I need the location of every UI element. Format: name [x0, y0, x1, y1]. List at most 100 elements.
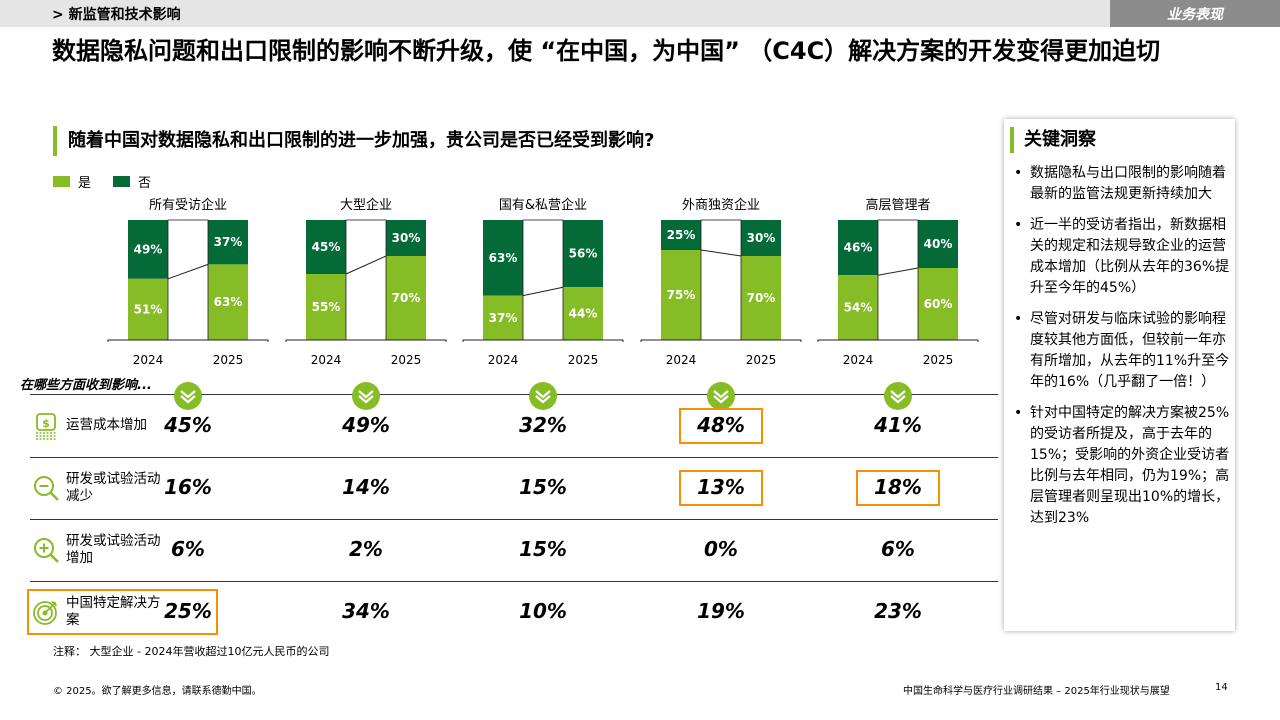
x-tick-label: 2025 — [746, 353, 777, 367]
chevron-down-icon — [883, 381, 913, 411]
bar-segment-no — [483, 220, 523, 296]
impact-row-label: 研发或试验活动减少 — [66, 471, 161, 504]
data-label-no: 25% — [667, 228, 696, 242]
bar-segment-yes — [661, 250, 701, 340]
data-label-yes: 75% — [667, 288, 696, 302]
impact-value: 34% — [342, 599, 390, 623]
bar-segment-no — [563, 220, 603, 288]
impact-value: 14% — [342, 475, 390, 499]
chevron-down-icon — [528, 381, 558, 411]
data-label-yes: 37% — [489, 311, 518, 325]
impact-value: 25% — [164, 599, 212, 623]
insight-item: 针对中国特定的解决方案被25%的受访者所提及，高于去年的15%；受影响的外资企业… — [1012, 403, 1234, 529]
bar-connector-box — [167, 219, 209, 341]
data-label-yes: 44% — [569, 307, 598, 321]
x-axis-bracket — [640, 339, 802, 342]
data-label-no: 30% — [747, 231, 776, 245]
legend-swatch-yes — [53, 176, 70, 187]
chart-group-title: 高层管理者 — [865, 197, 930, 213]
x-tick-label: 2025 — [923, 353, 954, 367]
row-divider — [30, 394, 998, 395]
x-tick-label: 2024 — [666, 353, 697, 367]
impact-value: 32% — [519, 413, 567, 437]
row-divider — [30, 519, 998, 520]
bar-segment-no — [838, 220, 878, 276]
bar-segment-yes — [918, 268, 958, 340]
impact-value: 15% — [519, 475, 567, 499]
bar-segment-no — [386, 220, 426, 256]
bar-segment-yes — [563, 287, 603, 340]
impact-value: 48% — [697, 413, 745, 437]
x-tick-label: 2025 — [391, 353, 422, 367]
bar-connector-box — [345, 219, 387, 341]
data-label-yes: 60% — [924, 297, 953, 311]
chart-group-title: 国有&私营企业 — [499, 197, 587, 213]
money-stack-icon: $ — [32, 412, 60, 440]
data-label-yes: 51% — [134, 302, 163, 316]
bar-segment-no — [128, 220, 168, 279]
x-tick-label: 2024 — [133, 353, 164, 367]
bar-segment-yes — [838, 275, 878, 340]
data-label-no: 63% — [489, 251, 518, 265]
trend-connector-line — [700, 249, 742, 257]
insight-item: 近一半的受访者指出，新数据相关的规定和法规导致企业的运营成本增加（比例从去年的3… — [1012, 215, 1234, 299]
bar-segment-yes — [483, 295, 523, 340]
data-label-yes: 54% — [844, 301, 873, 315]
bar-connector-box — [700, 219, 742, 341]
impact-value: 13% — [697, 475, 745, 499]
impact-row-label: 中国特定解决方案 — [66, 595, 161, 628]
impact-value: 16% — [164, 475, 212, 499]
x-axis-bracket — [285, 339, 447, 342]
bar-segment-no — [208, 220, 248, 265]
row-divider — [30, 581, 998, 582]
impact-row-label: 运营成本增加 — [66, 417, 147, 433]
impact-value: 41% — [874, 413, 922, 437]
trend-connector-line — [345, 255, 387, 275]
data-label-yes: 63% — [214, 295, 243, 309]
bar-segment-yes — [208, 264, 248, 340]
footnote: 注释： 大型企业 - 2024年营收超过10亿元人民币的公司 — [53, 645, 330, 658]
impact-value: 15% — [519, 537, 567, 561]
x-axis-bracket — [107, 339, 269, 342]
insight-item: 数据隐私与出口限制的影响随着最新的监管法规更新持续加大 — [1012, 163, 1234, 205]
data-label-yes: 55% — [312, 300, 341, 314]
legend-swatch-no — [113, 176, 131, 187]
impact-section-title: 在哪些方面收到影响... — [20, 378, 152, 393]
data-label-no: 30% — [392, 231, 421, 245]
impact-value: 10% — [519, 599, 567, 623]
legend-label-no: 否 — [138, 176, 152, 191]
impact-value: 18% — [874, 475, 922, 499]
chevron-down-icon — [173, 381, 203, 411]
bar-connector-box — [877, 219, 919, 341]
key-insights-list: 数据隐私与出口限制的影响随着最新的监管法规更新持续加大 近一半的受访者指出，新数… — [1012, 163, 1234, 539]
x-tick-label: 2025 — [568, 353, 599, 367]
data-label-no: 46% — [844, 241, 873, 255]
impact-value: 49% — [342, 413, 390, 437]
impact-value: 45% — [164, 413, 212, 437]
page-title: 数据隐私问题和出口限制的影响不断升级，使 “在中国，为中国” （C4C）解决方案… — [52, 37, 1161, 65]
bar-segment-no — [741, 220, 781, 256]
stacked-bar-charts: 所有受访企业 49% 51% 2024 37% 63% 2025 大型企业 45% 55% 2024… — [107, 197, 979, 367]
magnifier-plus-icon — [32, 536, 60, 564]
trend-connector-line — [877, 267, 919, 276]
impact-value: 2% — [349, 537, 383, 561]
highlight-box — [27, 589, 218, 635]
survey-question: 随着中国对数据隐私和出口限制的进一步加强，贵公司是否已经受到影响? — [53, 126, 654, 156]
data-label-yes: 70% — [392, 291, 421, 305]
page-number: 14 — [1215, 682, 1228, 693]
x-tick-label: 2024 — [311, 353, 342, 367]
bar-segment-yes — [741, 256, 781, 340]
chart-group-title: 外商独资企业 — [682, 197, 760, 213]
x-tick-label: 2024 — [488, 353, 519, 367]
impact-row-label: 研发或试验活动增加 — [66, 533, 161, 566]
trend-connector-line — [522, 286, 564, 297]
row-divider — [30, 457, 998, 458]
report-title: 中国生命科学与医疗行业调研结果 – 2025年行业现状与展望 — [903, 686, 1170, 697]
x-axis-bracket — [817, 339, 979, 342]
bar-segment-yes — [128, 278, 168, 340]
top-bar — [0, 0, 1280, 27]
impact-value: 6% — [881, 537, 915, 561]
copyright: © 2025。欲了解更多信息，请联系德勤中国。 — [53, 686, 262, 697]
magnifier-minus-icon — [32, 474, 60, 502]
bar-segment-no — [661, 220, 701, 250]
